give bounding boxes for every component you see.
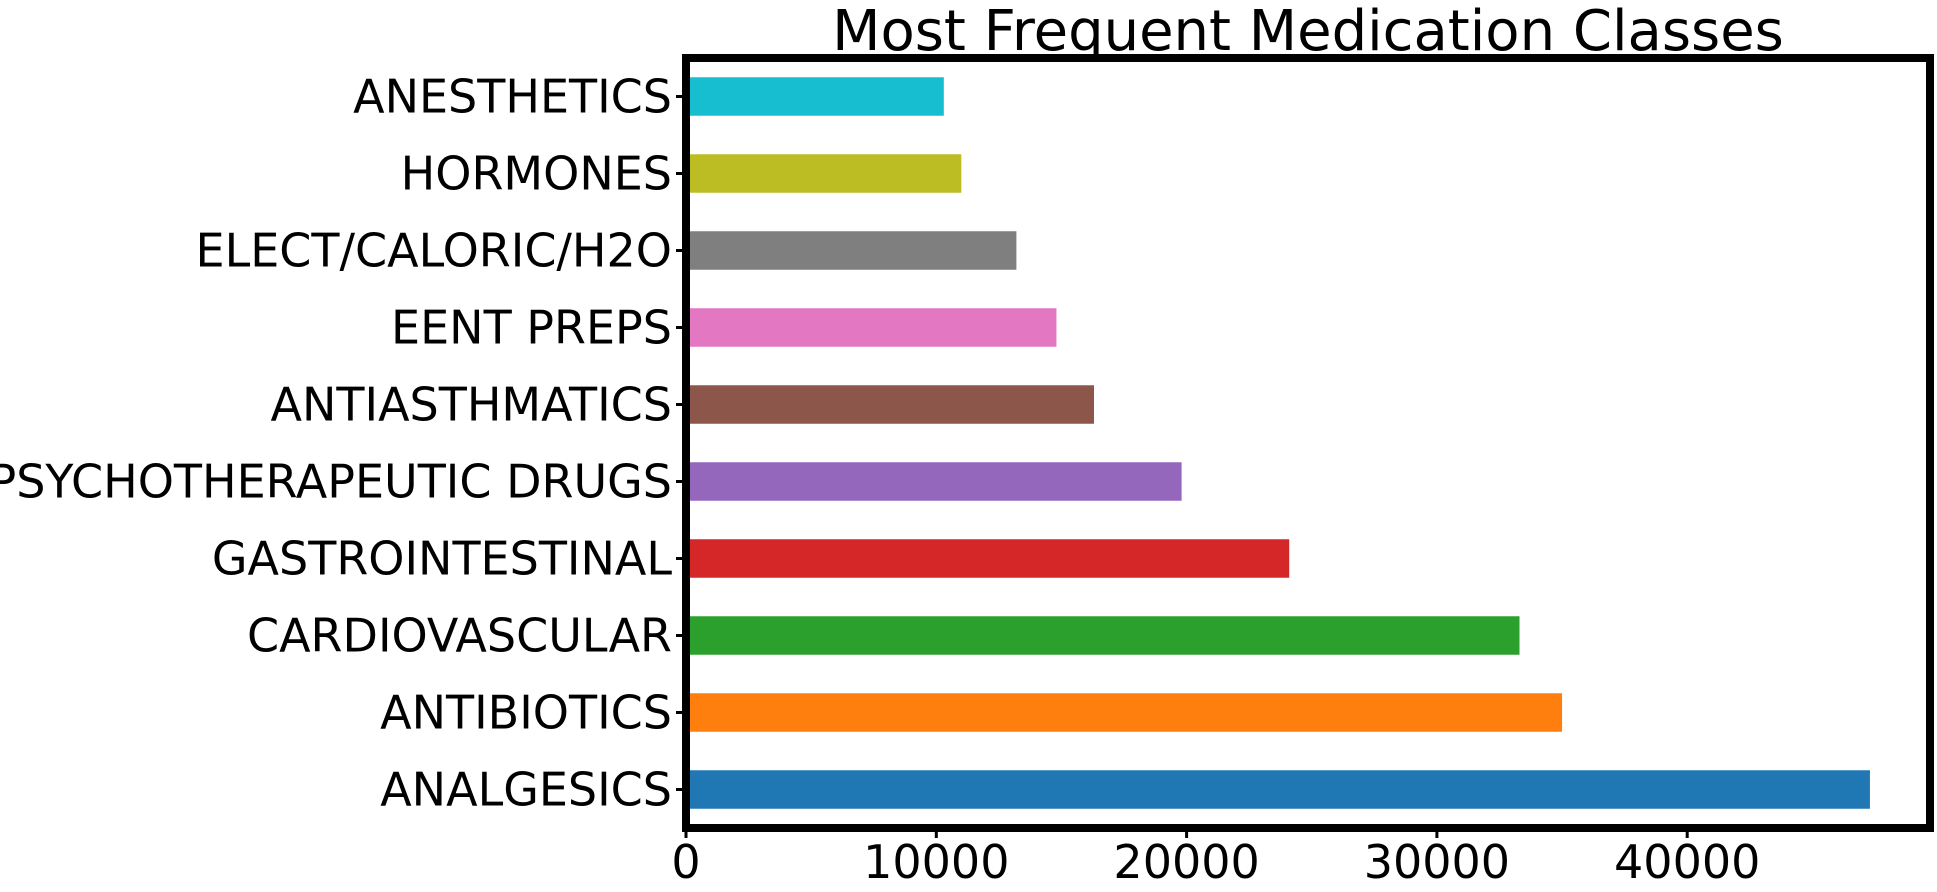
plot-frame (682, 54, 1934, 832)
bar-antibiotics (686, 693, 1563, 732)
bar-cardiovascular (686, 616, 1520, 655)
bar-gastrointestinal (686, 539, 1290, 578)
x-axis-ticks: 0 10000 20000 30000 40000 (671, 828, 1760, 889)
y-tick-label: HORMONES (401, 147, 672, 201)
y-tick-label: ANESTHETICS (353, 70, 672, 124)
bar-analgesics (686, 770, 1870, 809)
y-tick-label: GASTROINTESTINAL (212, 532, 672, 586)
chart-title: Most Frequent Medication Classes (832, 0, 1784, 64)
bar-eent-preps (686, 308, 1057, 347)
bar-psychotherapeutic-drugs (686, 462, 1182, 501)
y-tick-label: PSYCHOTHERAPEUTIC DRUGS (0, 455, 672, 509)
bar-anesthetics (686, 77, 944, 116)
y-tick-label: CARDIOVASCULAR (247, 609, 672, 663)
y-tick-label: ANALGESICS (380, 763, 672, 817)
y-tick-label: EENT PREPS (391, 301, 672, 355)
x-tick-label: 0 (671, 835, 700, 889)
x-tick-label: 10000 (863, 835, 1009, 889)
y-tick-label: ELECT/CALORIC/H2O (196, 224, 672, 278)
y-tick-label: ANTIASTHMATICS (271, 378, 672, 432)
x-tick-label: 20000 (1113, 835, 1259, 889)
x-tick-label: 30000 (1364, 835, 1510, 889)
x-tick-label: 40000 (1614, 835, 1760, 889)
y-axis-ticks: ANALGESICS ANTIBIOTICS CARDIOVASCULAR GASTR… (0, 70, 686, 817)
bar-antiasthmatics (686, 385, 1094, 424)
bar-elect-caloric-h2o (686, 231, 1017, 270)
bar-hormones (686, 154, 962, 193)
bars-group (686, 77, 1870, 809)
y-tick-label: ANTIBIOTICS (380, 686, 672, 740)
